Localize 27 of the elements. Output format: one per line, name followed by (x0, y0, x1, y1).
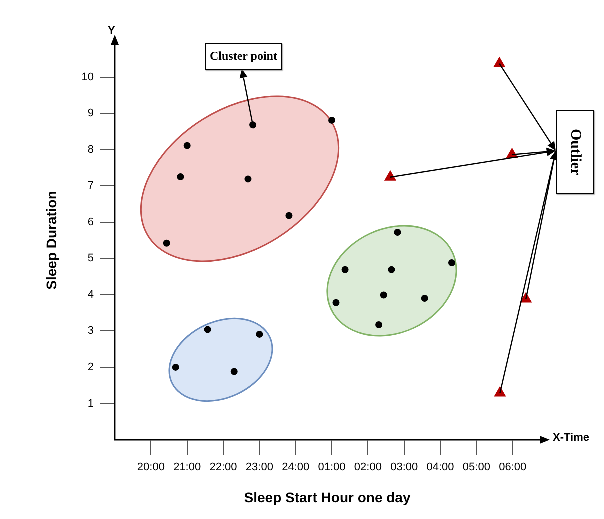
x-tick-label: 05:00 (462, 462, 490, 474)
text: Y (108, 25, 116, 37)
x-tick-label: 23:00 (246, 462, 274, 474)
x-tick-label: 22:00 (210, 462, 238, 474)
x-tick-label: 03:00 (390, 462, 418, 474)
text: Outlier (566, 128, 584, 176)
y-tick-label: 10 (82, 71, 94, 84)
y-tick-label: 6 (88, 216, 94, 228)
y-tick-label: 1 (88, 398, 94, 410)
x-tick-label: 21:00 (174, 462, 202, 474)
y-tick-label: 4 (88, 288, 94, 301)
x-tick-label: 04:00 (426, 462, 454, 474)
y-tick-label: 5 (88, 252, 94, 265)
x-axis-title: Sleep Start Hour one day (244, 489, 411, 506)
x-tick-label: 06:00 (499, 462, 527, 474)
y-tick-label: 8 (88, 144, 94, 156)
y-tick-label: 2 (88, 361, 94, 374)
y-tick-label: 7 (88, 180, 94, 192)
annotation: Cluster point (205, 43, 282, 70)
y-tick-label: 3 (88, 325, 94, 338)
x-tick-label: 24:00 (282, 462, 310, 474)
y-tick-label: 9 (88, 108, 94, 120)
x-tick-label: 02:00 (354, 462, 382, 474)
x-tick-label: 01:00 (318, 462, 346, 474)
text: X-Time (553, 432, 590, 444)
y-axis-title: Sleep Duration (43, 191, 60, 290)
x-tick-label: 20:00 (137, 462, 165, 474)
